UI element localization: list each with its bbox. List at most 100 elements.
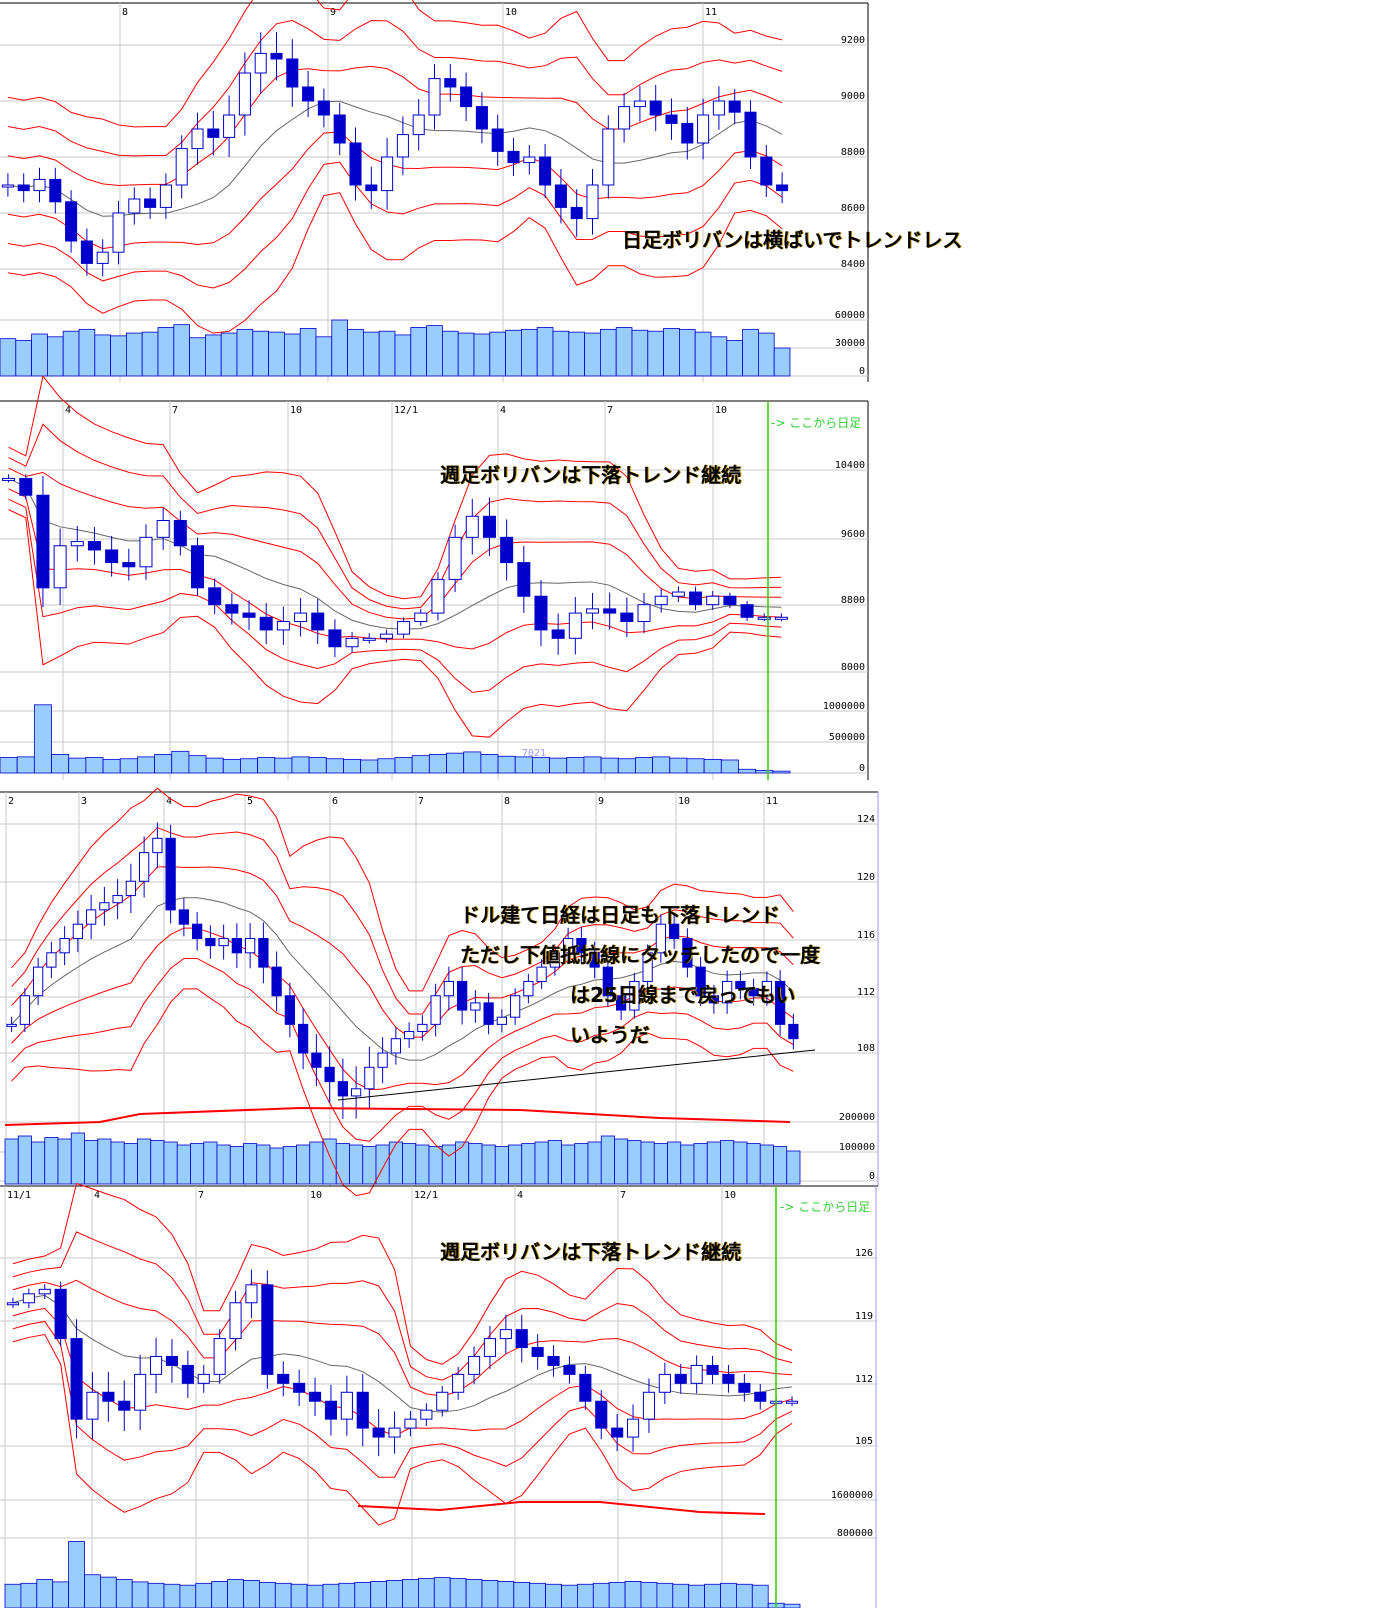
candle xyxy=(328,619,342,658)
volume-bar xyxy=(652,756,671,774)
volume-bar xyxy=(672,1583,690,1608)
volume-bar xyxy=(84,1574,101,1608)
volume-bar xyxy=(274,757,293,774)
candle-body xyxy=(138,852,150,882)
candle xyxy=(17,173,30,203)
candle-body xyxy=(85,909,97,925)
candle-body xyxy=(144,198,157,208)
candle-body xyxy=(205,938,216,947)
x-tick-label: 7 xyxy=(172,405,178,416)
candle xyxy=(317,88,330,128)
candle-body xyxy=(629,980,640,1011)
volume-bar xyxy=(627,1140,642,1185)
candle xyxy=(611,1414,624,1452)
candle-body xyxy=(554,184,567,208)
y-tick-label: 112 xyxy=(855,1374,873,1385)
volume-bar xyxy=(163,1141,178,1185)
volume-bar xyxy=(513,1581,531,1608)
candle-body xyxy=(642,1391,656,1420)
volume-bar xyxy=(736,1583,753,1608)
candle-body xyxy=(54,1288,67,1340)
volume-bar xyxy=(141,331,159,377)
volume-bar xyxy=(119,758,138,774)
candle xyxy=(744,100,757,170)
candle xyxy=(173,510,187,556)
candle xyxy=(748,978,759,1006)
volume-bar xyxy=(47,336,64,377)
candle xyxy=(539,144,552,198)
x-tick-label: 7 xyxy=(198,1190,204,1201)
bollinger-band-plus3sigma xyxy=(7,0,783,128)
volume-bar xyxy=(428,1146,443,1185)
candle xyxy=(293,1369,306,1407)
volume-bar xyxy=(411,755,430,774)
candle xyxy=(324,1384,338,1436)
candle xyxy=(311,1034,322,1087)
candle-body xyxy=(534,595,548,631)
volume-bar xyxy=(773,1146,788,1185)
volume-bar xyxy=(157,327,175,377)
candle-body xyxy=(615,995,627,1011)
candle-body xyxy=(118,1400,131,1411)
y-tick-label: 8800 xyxy=(841,595,865,606)
candle-body xyxy=(563,1364,576,1375)
candle-body xyxy=(776,184,789,192)
candle xyxy=(576,927,587,965)
volume-bar xyxy=(508,1144,523,1185)
volume-bar xyxy=(455,1141,470,1185)
bollinger-band-minus3sigma xyxy=(12,1334,793,1526)
volume-bar xyxy=(720,1140,735,1185)
candle xyxy=(682,928,693,978)
bollinger-band-minus2sigma xyxy=(11,957,794,1142)
annotation-line-4: いようだ xyxy=(570,1023,650,1047)
volume-bar xyxy=(243,1580,260,1608)
candle-body xyxy=(46,952,57,968)
volume-tick-label: 500000 xyxy=(829,732,865,743)
volume-bar xyxy=(786,1150,801,1185)
volume-bar xyxy=(36,1579,54,1608)
annotation-line-2: ただし下値抵抗線にタッチしたので一度 xyxy=(460,943,820,967)
candle-body xyxy=(443,980,455,997)
candle-body xyxy=(611,1427,624,1438)
candle xyxy=(181,1350,194,1398)
candle xyxy=(483,992,494,1035)
y-tick-label: 9000 xyxy=(841,91,865,102)
volume-bar xyxy=(473,333,491,377)
candle xyxy=(460,72,473,122)
x-tick-label: 6 xyxy=(332,796,338,807)
candle xyxy=(59,926,70,966)
candle-body xyxy=(19,995,31,1025)
volume-bar xyxy=(335,1143,350,1185)
volume-bar xyxy=(536,327,554,377)
candle-body xyxy=(6,1023,17,1027)
candle-body xyxy=(507,150,520,164)
x-tick-label: 3 xyxy=(81,796,87,807)
candle-body xyxy=(365,184,378,192)
candle xyxy=(244,923,256,969)
candle-body xyxy=(642,952,653,982)
x-tick-label: 12/1 xyxy=(414,1190,438,1201)
volume-bar xyxy=(84,1140,99,1185)
candle xyxy=(629,972,640,1019)
candle-body xyxy=(404,1418,417,1429)
candle-body xyxy=(311,612,325,631)
volume-bar xyxy=(441,330,459,377)
candle xyxy=(671,586,685,602)
volume-bar xyxy=(4,1138,19,1185)
candle-body xyxy=(496,1016,508,1025)
volume-tick-label: 200000 xyxy=(839,1112,875,1123)
candle-body xyxy=(744,111,757,158)
candle xyxy=(138,836,150,898)
candle xyxy=(225,593,239,625)
candle xyxy=(728,89,741,125)
candle xyxy=(205,925,216,959)
candle xyxy=(452,1366,465,1400)
candle-body xyxy=(59,938,70,954)
candle-body xyxy=(396,134,409,158)
volume-bar xyxy=(521,1143,536,1185)
candle-body xyxy=(181,1364,194,1384)
volume-bar xyxy=(94,334,112,377)
volume-bar xyxy=(282,1146,297,1185)
volume-bar xyxy=(640,1581,658,1608)
bollinger-band-plus3sigma xyxy=(11,787,794,992)
